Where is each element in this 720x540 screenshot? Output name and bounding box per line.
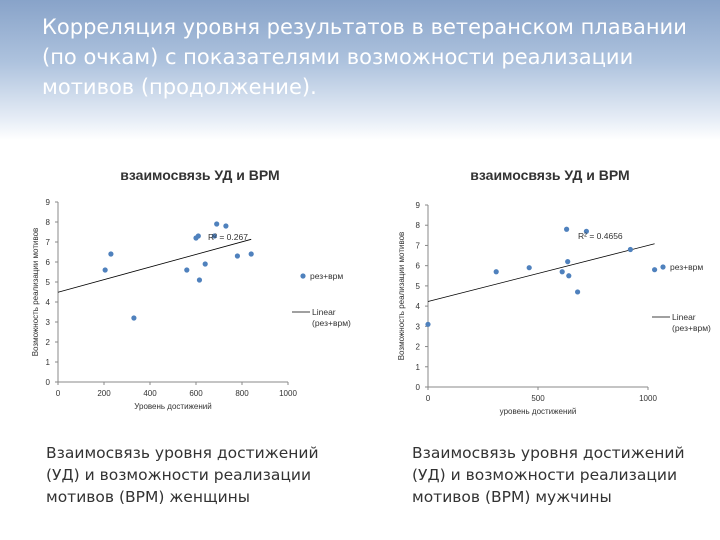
data-point [214, 221, 220, 227]
y-tick-label: 0 [46, 378, 51, 387]
data-point [202, 261, 208, 267]
y-tick-label: 5 [46, 278, 51, 287]
y-tick-label: 9 [46, 198, 51, 207]
y-tick-label: 7 [46, 238, 51, 247]
data-point [583, 228, 589, 234]
x-tick-label: 400 [143, 389, 157, 398]
data-point [234, 253, 240, 259]
data-point [184, 267, 190, 273]
caption-men: Взаимосвязь уровня достижений (УД) и воз… [412, 444, 685, 506]
slide-header: Корреляция уровня результатов в ветеранс… [0, 0, 720, 140]
legend-series-label: рез+врм [310, 271, 343, 281]
y-tick-label: 4 [46, 298, 51, 307]
y-tick-label: 6 [46, 258, 51, 267]
scatter-chart-women: взаимосвязь УД и ВРМ 0 1 2 3 4 5 6 7 8 9 0 200 400 600… [31, 167, 351, 411]
y-axis-label: Возможность реализации мотивов [31, 228, 40, 357]
data-point [526, 265, 532, 271]
x-tick-label: 600 [189, 389, 203, 398]
y-tick-label: 2 [416, 343, 421, 352]
y-tick-label: 6 [416, 262, 421, 271]
y-tick-label: 8 [46, 218, 51, 227]
legend-marker [300, 273, 306, 279]
y-tick-label: 5 [416, 282, 421, 291]
y-tick-label: 4 [416, 302, 421, 311]
r-squared-annotation: R² = 0.267 [208, 232, 248, 242]
y-tick-label: 3 [46, 318, 51, 327]
legend-marker [660, 264, 666, 270]
data-point [564, 226, 570, 232]
legend-trend-label: Linear (рез+врм) [312, 307, 351, 328]
trendline [427, 243, 655, 302]
data-point [652, 267, 658, 273]
data-point [493, 269, 499, 275]
data-point [565, 259, 571, 265]
y-tick-label: 3 [416, 322, 421, 331]
x-tick-label: 500 [531, 394, 545, 403]
x-tick-label: 200 [97, 389, 111, 398]
legend-trend-label: Linear (рез+врм) [672, 312, 711, 333]
legend-trend-label-line: (рез+врм) [672, 323, 711, 333]
legend-trend-label-line: (рез+врм) [312, 318, 351, 328]
data-point [248, 251, 254, 257]
x-axis-label: Уровень достижений [134, 402, 211, 411]
y-tick-label: 8 [416, 221, 421, 230]
data-point [108, 251, 114, 257]
legend-trend-label-line: Linear [312, 307, 336, 317]
trendline [57, 238, 252, 293]
y-tick-label: 1 [46, 358, 51, 367]
scatter-chart-men: взаимосвязь УД и ВРМ 0 1 2 3 4 5 6 7 8 9 0 500 1000 ур… [397, 167, 711, 416]
y-tick-label: 7 [416, 241, 421, 250]
x-tick-label: 1000 [639, 394, 657, 403]
x-tick-label: 1000 [279, 389, 297, 398]
data-point [425, 321, 431, 327]
data-point [102, 267, 108, 273]
x-axis-label: уровень достижений [500, 407, 577, 416]
data-point [223, 223, 229, 229]
y-tick-label: 2 [46, 338, 51, 347]
slide-title: Корреляция уровня результатов в ветеранс… [42, 15, 687, 99]
y-tick-label: 1 [416, 363, 421, 372]
x-tick-label: 0 [56, 389, 61, 398]
data-point [627, 246, 633, 253]
legend-trend-label-line: Linear [672, 312, 696, 322]
legend-series-label: рез+врм [670, 262, 703, 272]
chart-title: взаимосвязь УД и ВРМ [470, 167, 629, 183]
chart-title: взаимосвязь УД и ВРМ [120, 167, 279, 183]
x-tick-label: 0 [426, 394, 431, 403]
data-point [559, 269, 565, 275]
x-tick-label: 800 [235, 389, 249, 398]
data-point [566, 273, 572, 279]
data-point [575, 289, 581, 295]
y-tick-label: 0 [416, 383, 421, 392]
data-point [131, 315, 137, 321]
y-tick-label: 9 [416, 201, 421, 210]
r-squared-annotation: R² = 0.4656 [578, 231, 623, 241]
data-point [195, 233, 201, 239]
data-point [211, 233, 217, 239]
data-point [196, 277, 203, 283]
y-axis-label: Возможность реализации мотивов [397, 232, 406, 361]
caption-women: Взаимосвязь уровня достижений (УД) и воз… [46, 444, 319, 506]
